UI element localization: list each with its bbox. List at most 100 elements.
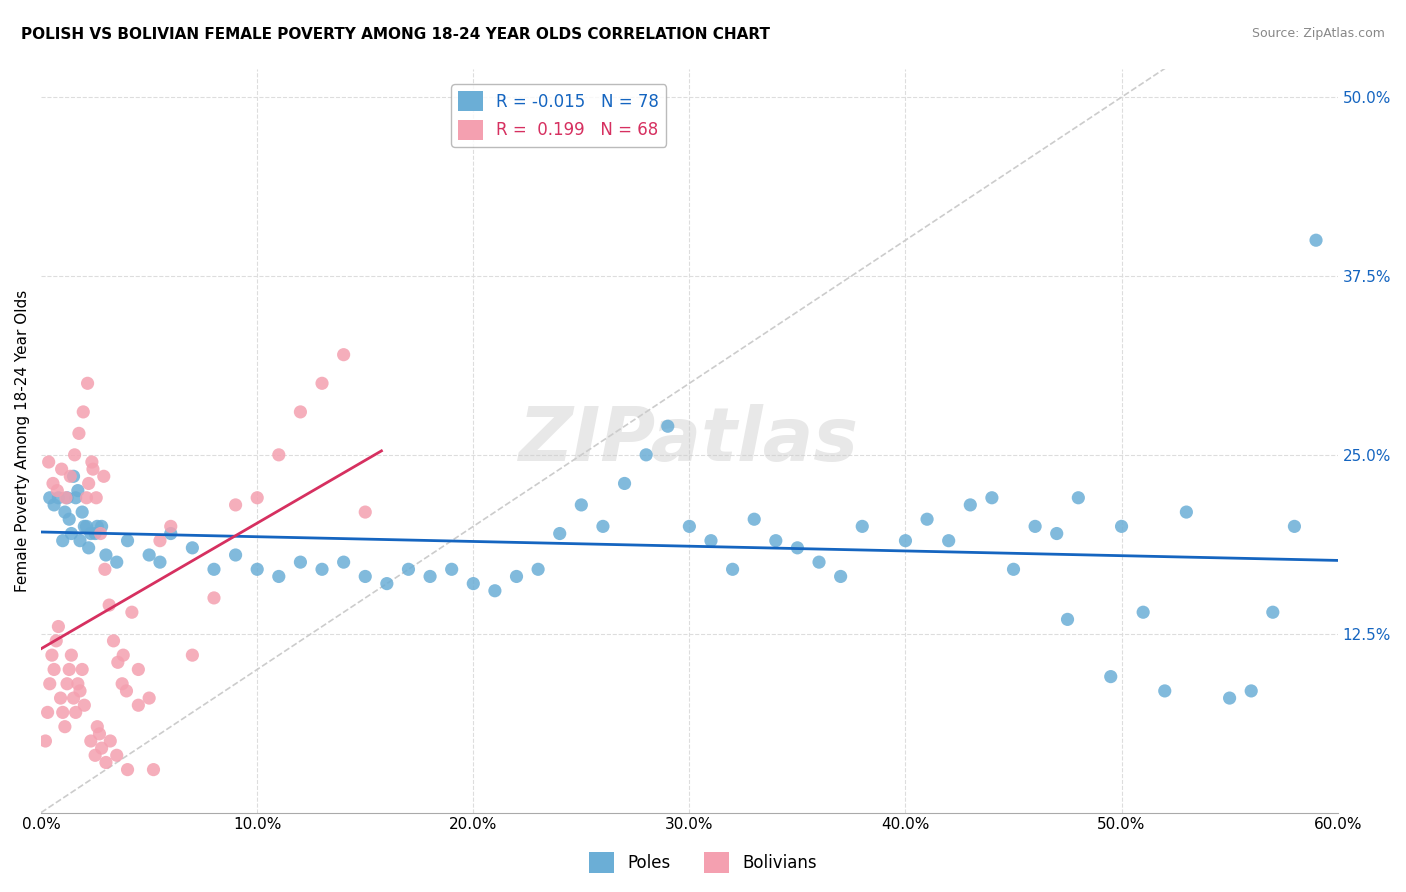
Point [62,469,84,483]
Point [332,555,354,569]
Point [894,533,917,548]
Point [80,526,103,541]
Point [58,663,80,677]
Point [1002,562,1025,576]
Point [117,763,139,777]
Point [77,541,100,555]
Point [700,533,723,548]
Point [56,677,79,691]
Point [42,476,65,491]
Point [52,533,75,548]
Point [53,505,76,519]
Point [41,648,63,662]
Point [90,741,112,756]
Point [786,541,808,555]
Point [915,512,938,526]
Point [117,533,139,548]
Point [48,619,70,633]
Point [267,569,290,583]
Point [65,491,87,505]
Point [851,519,873,533]
Point [1284,519,1306,533]
Point [84,491,107,505]
Point [67,426,90,441]
Point [1132,605,1154,619]
Point [89,727,111,741]
Point [70,505,93,519]
Point [678,519,700,533]
Point [94,548,117,562]
Point [76,519,98,533]
Point [84,748,107,763]
Point [980,491,1002,505]
Point [84,526,107,541]
Point [48,491,70,505]
Point [613,476,636,491]
Point [505,569,527,583]
Point [42,498,65,512]
Point [62,691,84,706]
Point [202,591,225,605]
Point [49,691,72,706]
Point [181,541,204,555]
Point [34,734,56,748]
Point [59,469,82,483]
Point [354,569,377,583]
Point [484,583,506,598]
Point [45,633,67,648]
Point [1175,505,1198,519]
Point [1305,233,1327,247]
Point [98,734,121,748]
Point [58,512,80,526]
Point [1219,691,1241,706]
Point [159,519,181,533]
Point [111,677,134,691]
Point [107,655,129,669]
Point [1153,684,1175,698]
Point [830,569,852,583]
Point [332,348,354,362]
Point [636,448,658,462]
Point [138,548,160,562]
Point [721,562,744,576]
Point [73,519,96,533]
Point [77,476,100,491]
Point [60,526,83,541]
Point [65,706,87,720]
Text: ZIPatlas: ZIPatlas [519,404,859,477]
Point [159,526,181,541]
Point [72,405,94,419]
Point [55,491,77,505]
Text: Source: ZipAtlas.com: Source: ZipAtlas.com [1251,27,1385,40]
Point [959,498,981,512]
Point [76,376,98,391]
Point [105,555,128,569]
Y-axis label: Female Poverty Among 18-24 Year Olds: Female Poverty Among 18-24 Year Olds [15,289,30,591]
Point [69,684,91,698]
Point [225,498,247,512]
Point [225,548,247,562]
Point [149,533,172,548]
Point [1046,526,1069,541]
Point [63,448,86,462]
Point [46,483,69,498]
Point [112,648,135,662]
Point [181,648,204,662]
Point [80,455,103,469]
Point [60,648,83,662]
Point [657,419,679,434]
Point [66,483,89,498]
Point [38,677,60,691]
Point [121,605,143,619]
Point [354,505,377,519]
Point [375,576,398,591]
Point [1261,605,1284,619]
Point [1024,519,1046,533]
Point [527,562,550,576]
Point [138,691,160,706]
Point [246,562,269,576]
Point [1111,519,1133,533]
Point [56,491,79,505]
Point [42,663,65,677]
Point [290,405,312,419]
